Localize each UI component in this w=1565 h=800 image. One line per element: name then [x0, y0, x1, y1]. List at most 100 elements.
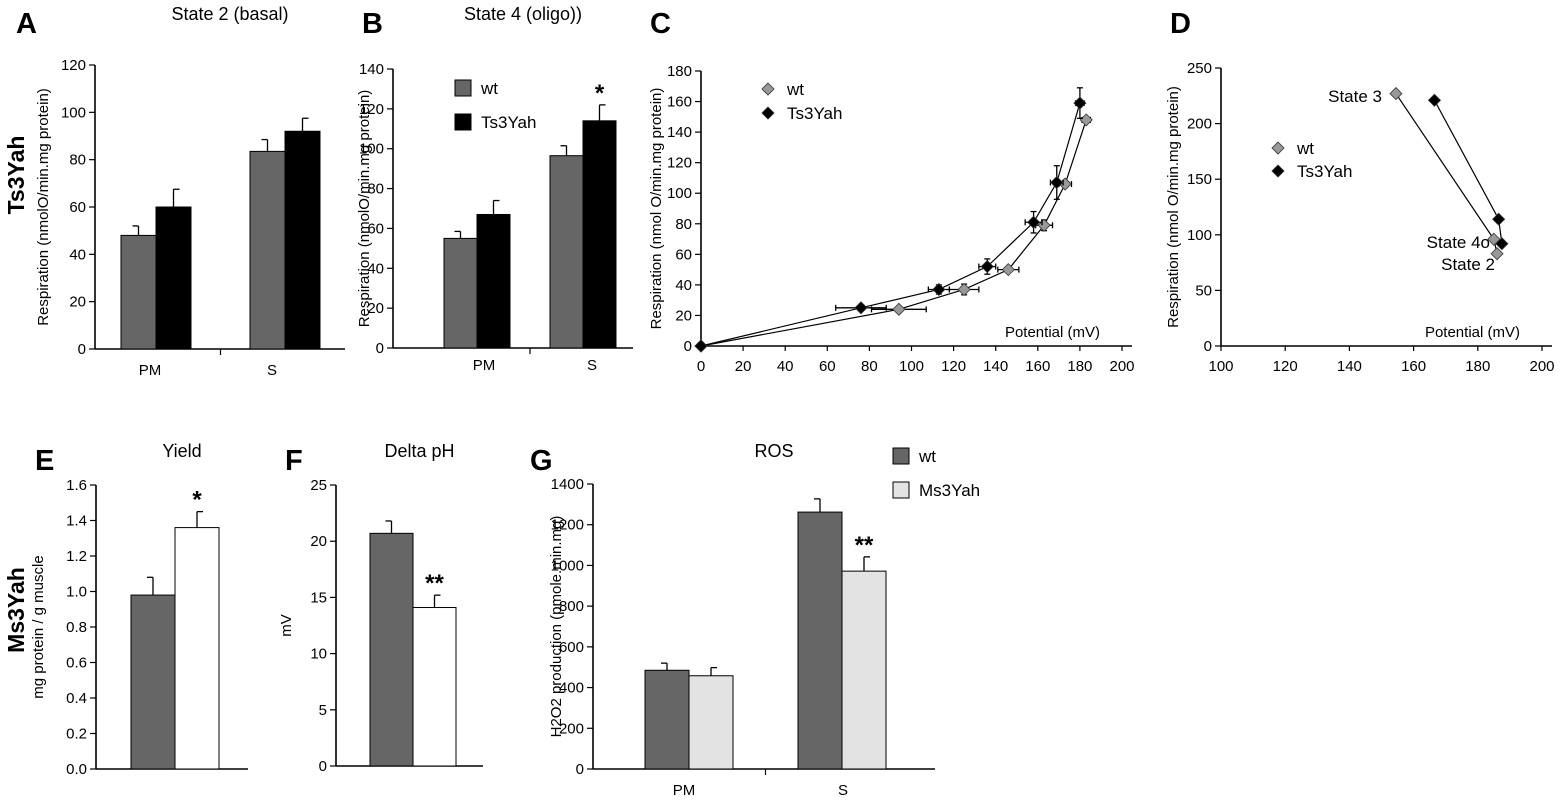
- x-axis-label-C: Potential (mV): [1005, 324, 1100, 341]
- series-line-D-wt_marker: [1395, 93, 1498, 254]
- panel-label-B: B: [362, 8, 383, 40]
- y-tick-label-A: 40: [69, 246, 86, 263]
- y-tick-label-C: 0: [684, 338, 692, 355]
- data-point-C-Ts3Yah: [980, 259, 994, 274]
- panel-label-A: A: [16, 8, 37, 40]
- x-tick-label-C: 180: [1067, 358, 1092, 375]
- panel-label-G: G: [530, 445, 553, 477]
- y-tick-label-C: 80: [675, 216, 692, 233]
- x-tick-label-C: 20: [735, 358, 752, 375]
- legend-marker-D-wt_marker: [1271, 141, 1285, 155]
- y-tick-label-E: 0.4: [66, 690, 87, 707]
- bar-A-Ts3Yah: [284, 130, 321, 350]
- significance-marker-B: *: [595, 80, 605, 107]
- legend-swatch-B-wt: [454, 79, 472, 97]
- data-point-C-Ts3Yah: [1027, 215, 1041, 229]
- bar-E-wt: [130, 594, 176, 770]
- y-tick-label-B: 100: [359, 141, 384, 158]
- y-tick-label-E: 0.2: [66, 726, 87, 743]
- y-tick-label-G: 1400: [551, 476, 584, 493]
- y-tick-label-B: 0: [376, 340, 384, 357]
- y-axis-label-G: H2O2 production (pmole.min.mg): [548, 516, 565, 738]
- x-tick-label-D: 140: [1337, 358, 1362, 375]
- y-tick-label-G: 1000: [551, 557, 584, 574]
- y-axis-label-C: Respiration (nmol O/min.mg protein): [648, 88, 665, 330]
- x-tick-label-C: 160: [1025, 358, 1050, 375]
- panel-label-D: D: [1170, 8, 1191, 40]
- y-tick-label-G: 0: [576, 761, 584, 778]
- category-label-A: PM: [139, 362, 162, 379]
- y-tick-label-E: 1.6: [66, 477, 87, 494]
- state-label-0: State 3: [1328, 87, 1382, 106]
- y-tick-label-A: 80: [69, 152, 86, 169]
- y-tick-label-A: 0: [78, 341, 86, 358]
- y-tick-label-D: 150: [1187, 171, 1212, 188]
- y-tick-label-E: 1.4: [66, 513, 87, 530]
- chart-title-G: ROS: [754, 441, 793, 461]
- y-tick-label-C: 20: [675, 307, 692, 324]
- significance-marker-G: **: [855, 532, 874, 559]
- data-point-C-wt_marker: [892, 302, 906, 316]
- data-point-C-wt_marker: [1037, 218, 1051, 232]
- legend-swatch-G-wt: [892, 447, 910, 465]
- y-tick-label-B: 80: [367, 181, 384, 198]
- y-tick-label-B: 40: [367, 260, 384, 277]
- x-tick-label-D: 180: [1465, 358, 1490, 375]
- bar-G-Ms3Yah_light: [688, 675, 734, 770]
- data-point-D-wt_marker: [1389, 87, 1403, 101]
- y-tick-label-A: 20: [69, 294, 86, 311]
- legend-label-G: Ms3Yah: [919, 481, 980, 500]
- y-tick-label-C: 40: [675, 277, 692, 294]
- x-tick-label-C: 60: [819, 358, 836, 375]
- y-tick-label-B: 60: [367, 220, 384, 237]
- legend-label-B: wt: [480, 79, 498, 98]
- legend-label-D: Ts3Yah: [1297, 162, 1352, 181]
- bar-G-wt: [797, 511, 843, 770]
- data-point-C-wt_marker: [1001, 263, 1015, 277]
- row-label-ts3yah: Ts3Yah: [3, 136, 29, 215]
- bar-G-Ms3Yah_light: [841, 570, 887, 770]
- data-point-C-Ts3Yah: [1073, 96, 1087, 110]
- y-tick-label-B: 120: [359, 101, 384, 118]
- legend-label-G: wt: [918, 447, 936, 466]
- chart-title-A: State 2 (basal): [171, 4, 288, 24]
- legend-swatch-G-Ms3Yah_light: [892, 481, 910, 499]
- x-tick-label-D: 120: [1273, 358, 1298, 375]
- y-tick-label-F: 25: [310, 477, 327, 494]
- y-tick-label-E: 0.6: [66, 655, 87, 672]
- y-tick-label-E: 1.2: [66, 548, 87, 565]
- bar-F-wt: [369, 532, 414, 767]
- chart-title-F: Delta pH: [384, 441, 454, 461]
- y-tick-label-D: 200: [1187, 116, 1212, 133]
- series-line-D-Ts3Yah: [1433, 99, 1503, 244]
- bar-G-wt: [644, 669, 690, 770]
- data-point-C-wt_marker: [1079, 113, 1093, 127]
- state-label-1: State 4o: [1427, 233, 1490, 252]
- significance-marker-E: *: [192, 487, 202, 514]
- bar-A-wt: [249, 150, 286, 350]
- x-tick-label-D: 100: [1208, 358, 1233, 375]
- bar-B-Ts3Yah: [476, 213, 511, 349]
- category-label-G: S: [838, 782, 848, 799]
- legend-label-B: Ts3Yah: [481, 113, 536, 132]
- x-tick-label-C: 100: [899, 358, 924, 375]
- panel-label-E: E: [35, 445, 54, 477]
- x-tick-label-C: 0: [697, 358, 705, 375]
- category-label-B: S: [587, 357, 597, 374]
- row-label-ms3yah: Ms3Yah: [3, 567, 29, 653]
- series-line-C-wt_marker: [700, 119, 1087, 347]
- y-tick-label-G: 400: [559, 680, 584, 697]
- y-tick-label-D: 250: [1187, 60, 1212, 77]
- y-axis-label-B: Respiration (nmolO/min.mg protein): [356, 90, 373, 328]
- x-tick-label-C: 200: [1109, 358, 1134, 375]
- legend-marker-C-wt_marker: [761, 82, 775, 96]
- data-point-D-Ts3Yah: [1492, 212, 1506, 226]
- bar-A-wt: [120, 234, 157, 350]
- data-point-D-Ts3Yah: [1495, 237, 1509, 251]
- y-tick-label-F: 0: [319, 758, 327, 775]
- legend-swatch-B-Ts3Yah: [454, 113, 472, 131]
- data-point-C-Ts3Yah: [932, 282, 946, 297]
- y-tick-label-B: 140: [359, 61, 384, 78]
- data-point-D-wt_marker: [1490, 247, 1504, 261]
